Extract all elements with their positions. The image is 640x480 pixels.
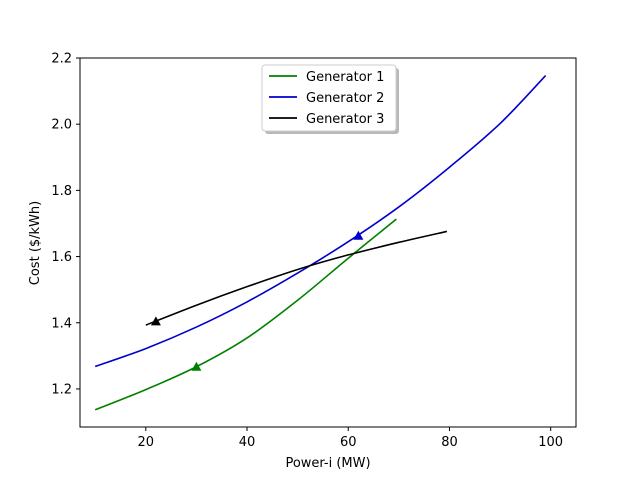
y-tick-label: 1.4 <box>51 316 72 331</box>
legend-label-generator-1: Generator 1 <box>306 70 384 85</box>
y-tick-label: 1.6 <box>51 250 72 265</box>
x-tick-label: 100 <box>538 435 563 450</box>
x-tick-label: 20 <box>138 435 155 450</box>
y-tick-label: 2.2 <box>51 52 72 67</box>
legend-label-generator-3: Generator 3 <box>306 112 384 127</box>
x-tick-label: 60 <box>340 435 357 450</box>
legend: Generator 1 Generator 2 Generator 3 <box>262 65 399 134</box>
legend-label-generator-2: Generator 2 <box>306 91 384 106</box>
y-tick-label: 2.0 <box>51 118 72 133</box>
y-tick-label: 1.8 <box>51 184 72 199</box>
x-tick-label: 40 <box>239 435 256 450</box>
y-tick-label: 1.2 <box>51 382 72 397</box>
x-tick-label: 80 <box>441 435 458 450</box>
x-axis-label: Power-i (MW) <box>285 456 370 471</box>
y-axis-label: Cost ($/kWh) <box>28 201 43 285</box>
